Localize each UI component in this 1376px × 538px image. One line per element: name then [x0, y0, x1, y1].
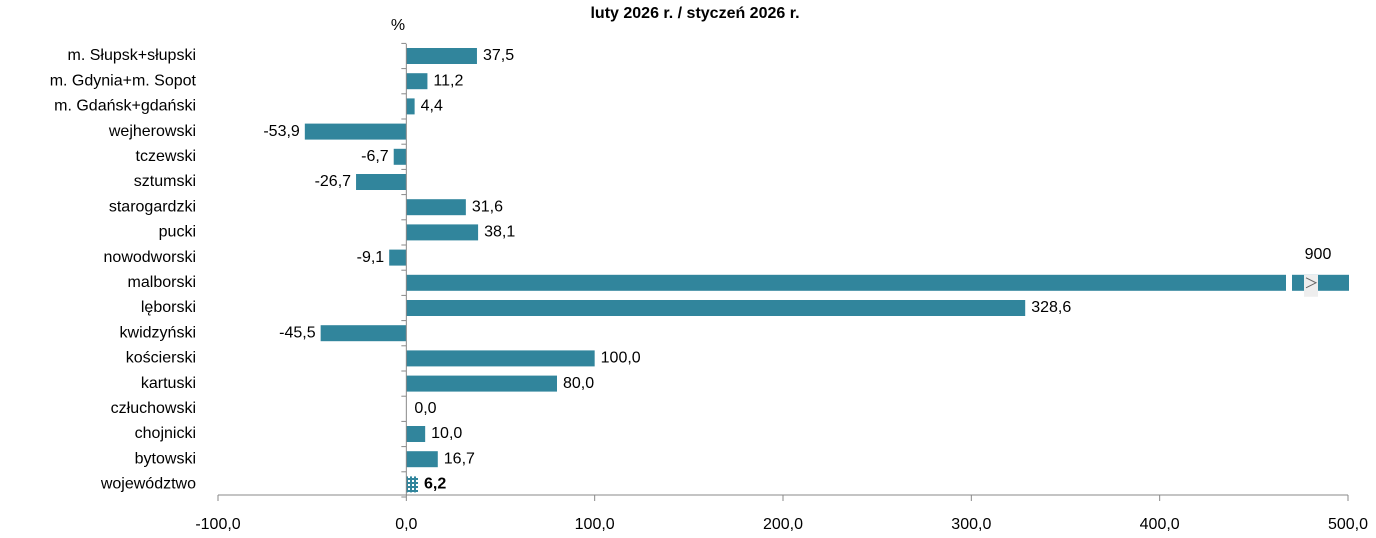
y-tick-label: nowodworski [104, 249, 196, 266]
data-label: 4,4 [421, 98, 443, 115]
data-label: 80,0 [563, 375, 594, 392]
y-tick-label: województwo [100, 476, 196, 493]
data-label: -53,9 [263, 123, 300, 140]
y-tick-label: kościerski [126, 350, 196, 367]
data-label: 37,5 [483, 47, 514, 64]
x-tick-label: 400,0 [1140, 516, 1180, 533]
bar [406, 199, 466, 216]
data-label: -6,7 [361, 148, 389, 165]
y-tick-label: m. Gdynia+m. Sopot [50, 72, 197, 89]
y-tick-label: chojnicki [135, 425, 196, 442]
bar [393, 148, 407, 165]
y-tick-label: m. Słupsk+słupski [68, 47, 197, 64]
data-label: 10,0 [431, 425, 462, 442]
bar [304, 123, 407, 140]
bar [356, 174, 407, 190]
bar [406, 73, 428, 90]
bar [406, 98, 415, 115]
data-label: 11,2 [433, 72, 463, 89]
y-tick-label: kartuski [141, 375, 196, 392]
y-tick-label: sztumski [134, 173, 196, 190]
bar [406, 274, 1349, 291]
data-label: -9,1 [357, 249, 385, 266]
bar [320, 325, 407, 342]
bar [406, 375, 557, 392]
x-tick-label: 100,0 [575, 516, 615, 533]
y-tick-label: pucki [159, 224, 196, 241]
break-gap [1286, 273, 1292, 292]
y-tick-label: lęborski [141, 299, 196, 316]
data-label: 0,0 [414, 400, 436, 417]
y-tick-label: kwidzyński [120, 324, 196, 341]
data-label: 31,6 [472, 198, 503, 215]
chart-title: luty 2026 r. / styczeń 2026 r. [590, 5, 799, 22]
bar [406, 224, 479, 241]
x-tick-label: 300,0 [951, 516, 991, 533]
data-label: 100,0 [601, 350, 641, 367]
y-tick-label: człuchowski [111, 400, 196, 417]
y-tick-label: wejherowski [108, 123, 196, 140]
axis-label: % [391, 17, 405, 34]
y-tick-label: bytowski [135, 450, 196, 467]
bar [406, 350, 595, 367]
x-tick-label: 200,0 [763, 516, 803, 533]
y-tick-label: malborski [128, 274, 196, 291]
x-tick-label: 0,0 [395, 516, 417, 533]
x-tick-label: 500,0 [1328, 516, 1368, 533]
plot-area [304, 48, 1349, 493]
bar [389, 249, 407, 266]
bar [406, 426, 426, 442]
data-label: 328,6 [1031, 299, 1071, 316]
data-label: -26,7 [315, 173, 352, 190]
data-label: 900 [1305, 246, 1332, 263]
y-tick-label: tczewski [136, 148, 196, 165]
y-tick-label: m. Gdańsk+gdański [54, 98, 196, 115]
bar [406, 48, 477, 64]
x-tick-label: -100,0 [195, 516, 240, 533]
bar [406, 451, 438, 468]
bar [406, 300, 1026, 316]
data-label: 6,2 [424, 476, 446, 493]
y-tick-label: starogardzki [109, 198, 196, 215]
data-label: -45,5 [279, 324, 316, 341]
data-label: 16,7 [444, 450, 475, 467]
bar [406, 476, 419, 493]
data-label: 38,1 [484, 224, 515, 241]
break-marker-lines [1305, 277, 1318, 289]
